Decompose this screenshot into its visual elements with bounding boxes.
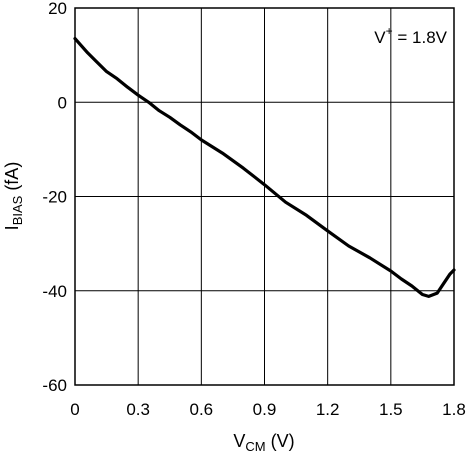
supply-voltage-annotation: V+ = 1.8V: [374, 24, 447, 47]
y-tick-label: -60: [42, 376, 67, 395]
y-tick-label: -20: [42, 188, 67, 207]
x-tick-labels: 0 0.3 0.6 0.9 1.2 1.5 1.8: [70, 400, 466, 419]
x-tick-label: 0: [70, 400, 79, 419]
x-tick-label: 1.8: [442, 400, 466, 419]
y-tick-label: 20: [48, 0, 67, 18]
grid: [74, 7, 455, 386]
y-tick-label: -40: [42, 282, 67, 301]
bias-current-line: [73, 36, 456, 298]
x-tick-label: 1.5: [379, 400, 403, 419]
x-axis-title: VCM (V): [233, 431, 294, 454]
x-tick-label: 0.3: [126, 400, 150, 419]
x-tick-label: 0.9: [253, 400, 277, 419]
plot-frame: [74, 7, 455, 386]
x-tick-label: 0.6: [190, 400, 214, 419]
y-tick-labels: 20 0 -20 -40 -60: [42, 0, 67, 395]
y-axis-title: IBIAS (fA): [2, 162, 25, 231]
series-layer: [73, 36, 456, 298]
y-tick-label: 0: [58, 93, 67, 112]
x-tick-label: 1.2: [316, 400, 340, 419]
